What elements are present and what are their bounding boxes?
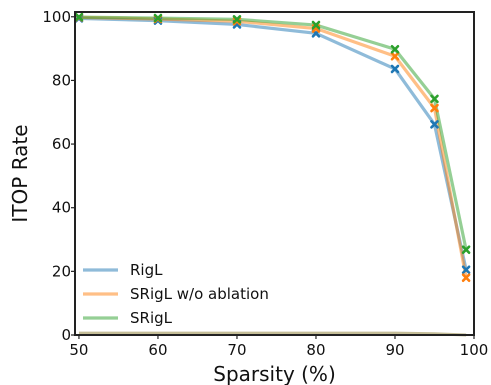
y-tick-label: 80 bbox=[52, 71, 71, 89]
series-0-marker bbox=[430, 120, 439, 129]
legend-label-2: SRigL bbox=[130, 309, 173, 327]
legend: RigL SRigL w/o ablation SRigL bbox=[83, 261, 269, 327]
y-tick-label: 60 bbox=[52, 135, 71, 153]
x-tick-label: 50 bbox=[69, 341, 88, 359]
y-tick-label: 100 bbox=[42, 8, 71, 26]
series-2-marker bbox=[311, 20, 321, 30]
series-0-marker bbox=[461, 265, 471, 275]
series-1-marker bbox=[430, 103, 439, 113]
x-tick-label: 60 bbox=[148, 341, 167, 359]
series-2-marker bbox=[430, 94, 439, 104]
y-tick-label: 20 bbox=[52, 262, 71, 280]
series-line-1 bbox=[78, 15, 468, 279]
legend-label-0: RigL bbox=[130, 261, 163, 279]
x-axis-label: Sparsity (%) bbox=[213, 362, 336, 385]
series-line-0 bbox=[78, 16, 468, 271]
series-2-marker bbox=[461, 245, 471, 255]
x-tick-label: 70 bbox=[227, 341, 246, 359]
series-1-marker bbox=[232, 16, 242, 26]
axis-layer: 50 60 70 80 90 100 0 20 40 60 80 100 bbox=[42, 8, 488, 359]
legend-label-1: SRigL w/o ablation bbox=[130, 285, 269, 303]
series-1-marker bbox=[461, 273, 471, 283]
x-tick-label: 80 bbox=[306, 341, 325, 359]
series-layer bbox=[74, 12, 471, 337]
x-tick-label: 100 bbox=[460, 341, 489, 359]
y-tick-label: 0 bbox=[61, 326, 71, 344]
series-2-marker bbox=[390, 44, 400, 54]
series-line-2 bbox=[78, 15, 468, 251]
plot-frame bbox=[74, 11, 475, 336]
series-0-marker bbox=[390, 64, 400, 74]
series-2-marker bbox=[232, 15, 242, 24]
y-axis-label: ITOP Rate bbox=[8, 124, 32, 222]
series-2-marker bbox=[153, 13, 163, 23]
baseline-line bbox=[78, 331, 467, 337]
y-tick-label: 40 bbox=[52, 199, 71, 217]
series-2-marker bbox=[74, 12, 84, 22]
series-1-marker bbox=[390, 51, 400, 61]
x-tick-label: 90 bbox=[385, 341, 404, 359]
